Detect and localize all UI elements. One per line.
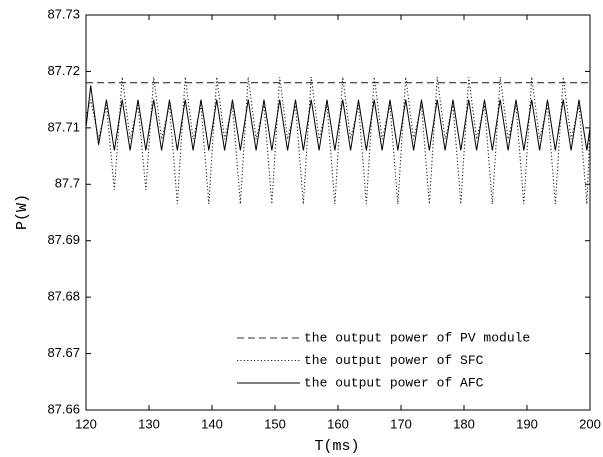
x-tick-label: 190 [516,416,538,431]
x-tick-label: 120 [75,416,97,431]
y-tick-label: 87.69 [47,232,80,247]
y-tick-label: 87.71 [47,119,80,134]
x-tick-label: 180 [453,416,475,431]
y-tick-label: 87.72 [47,63,80,78]
y-axis-label: P(W) [14,194,31,230]
plot-frame [85,14,591,411]
x-tick-label: 200 [579,416,601,431]
y-tick-label: 87.73 [47,6,80,21]
legend-label: the output power of PV module [304,330,530,345]
legend-label: the output power of SFC [304,353,484,368]
x-tick-label: 160 [327,416,349,431]
x-tick-label: 150 [264,416,286,431]
y-tick-label: 87.68 [47,289,80,304]
x-axis-label: T(ms) [314,438,359,455]
series-line [85,85,591,151]
x-tick-label: 140 [201,416,223,431]
y-tick-label: 87.7 [55,176,80,191]
y-tick-label: 87.67 [47,345,80,360]
x-tick-label: 130 [138,416,160,431]
y-tick-label: 87.66 [47,401,80,416]
legend-label: the output power of AFC [304,375,484,390]
x-tick-label: 170 [390,416,412,431]
